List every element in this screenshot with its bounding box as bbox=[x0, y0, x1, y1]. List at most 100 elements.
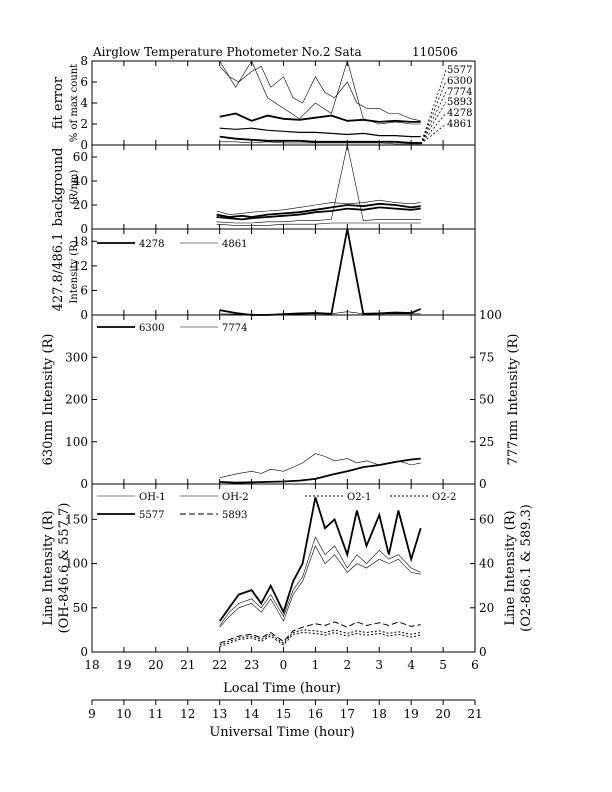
series-line-red-lines-6300 bbox=[219, 457, 421, 484]
y-right-tick-label: 0 bbox=[479, 477, 487, 491]
y-tick-label: 60 bbox=[73, 150, 88, 164]
end-label-leader bbox=[420, 112, 447, 145]
series-line-blue-lines-4278 bbox=[219, 228, 422, 316]
end-label-6300: 6300 bbox=[447, 76, 472, 87]
universal-time-tick-label: 17 bbox=[340, 707, 355, 721]
local-time-tick-label: 18 bbox=[84, 658, 99, 672]
local-time-tick-label: 21 bbox=[180, 658, 195, 672]
end-label-5893: 5893 bbox=[447, 97, 472, 108]
legend-o21-label: O2-1 bbox=[347, 492, 371, 503]
series-line-line-intensity-5893 bbox=[219, 621, 421, 644]
universal-time-axis-label: Universal Time (hour) bbox=[209, 725, 354, 740]
y-right-axis-sublabel: (O2-866.1 & 589.3) bbox=[519, 504, 534, 632]
legend-5893-label: 5893 bbox=[222, 510, 247, 521]
y-tick-label: 0 bbox=[80, 308, 88, 322]
y-right-tick-label: 40 bbox=[479, 557, 494, 571]
series-line-background-2 bbox=[216, 199, 421, 215]
series-line-fit-error-6300 bbox=[219, 65, 421, 122]
end-label-leader bbox=[420, 123, 447, 145]
universal-time-tick-label: 14 bbox=[244, 707, 260, 721]
series-line-background-3 bbox=[216, 144, 421, 224]
local-time-tick-label: 3 bbox=[375, 658, 383, 672]
y-tick-label: 12 bbox=[73, 259, 88, 273]
universal-time-tick-label: 18 bbox=[372, 707, 387, 721]
y-tick-label: 0 bbox=[80, 477, 88, 491]
y-right-tick-label: 0 bbox=[479, 645, 487, 659]
end-label-leader bbox=[420, 101, 447, 145]
y-tick-label: 6 bbox=[80, 75, 88, 89]
end-label-4278: 4278 bbox=[447, 108, 472, 119]
series-line-fit-error-5577 bbox=[219, 112, 421, 123]
legend-7774-label: 7774 bbox=[222, 323, 247, 334]
series-line-fit-error-4861 bbox=[219, 141, 421, 145]
series-line-background-1 bbox=[216, 206, 421, 221]
universal-time-tick-label: 20 bbox=[435, 707, 450, 721]
legend-5577-label: 5577 bbox=[139, 510, 164, 521]
y-axis-label: background bbox=[51, 148, 66, 227]
series-line-line-intensity-O2-2 bbox=[219, 631, 421, 648]
end-label-leader bbox=[420, 80, 447, 145]
legend-6300-label: 6300 bbox=[139, 323, 164, 334]
legend-oh1-label: OH-1 bbox=[139, 492, 166, 503]
y-axis-sublabel: (OH-846.6 & 557.7) bbox=[57, 503, 72, 634]
y-tick-label: 6 bbox=[80, 283, 88, 297]
local-time-tick-label: 1 bbox=[312, 658, 320, 672]
panel-frame-fit-error bbox=[91, 60, 476, 146]
y-tick-label: 4 bbox=[80, 96, 88, 110]
series-line-line-intensity-OH-2 bbox=[219, 545, 421, 628]
series-line-fit-error-7774 bbox=[219, 59, 421, 125]
y-right-axis-label: Line Intensity (R) bbox=[503, 510, 518, 625]
series-line-red-lines-7774 bbox=[219, 453, 421, 478]
series-line-line-intensity-5577 bbox=[218, 497, 422, 622]
local-time-tick-label: 22 bbox=[212, 658, 227, 672]
universal-time-tick-label: 9 bbox=[88, 707, 96, 721]
end-label-7774: 7774 bbox=[447, 87, 472, 98]
y-right-tick-label: 60 bbox=[479, 512, 494, 526]
universal-time-tick-label: 13 bbox=[212, 707, 227, 721]
universal-time-tick-label: 10 bbox=[116, 707, 131, 721]
y-axis-label: Line Intensity (R) bbox=[41, 510, 56, 625]
end-label-leader bbox=[420, 91, 447, 145]
y-right-tick-label: 25 bbox=[479, 435, 494, 449]
y-tick-label: 20 bbox=[73, 198, 88, 212]
series-line-line-intensity-O2-1 bbox=[219, 629, 421, 646]
y-right-tick-label: 75 bbox=[479, 350, 494, 364]
universal-time-tick-label: 11 bbox=[148, 707, 163, 721]
local-time-tick-label: 0 bbox=[280, 658, 288, 672]
y-tick-label: 300 bbox=[65, 350, 88, 364]
legend-4861-label: 4861 bbox=[222, 239, 247, 250]
end-label-leader bbox=[420, 69, 447, 145]
y-tick-label: 100 bbox=[65, 557, 88, 571]
y-axis-label: 427.8/486.1 bbox=[51, 233, 66, 312]
universal-time-tick-label: 19 bbox=[404, 707, 419, 721]
y-tick-label: 0 bbox=[80, 222, 88, 236]
y-tick-label: 2 bbox=[80, 117, 88, 131]
y-tick-label: 100 bbox=[65, 435, 88, 449]
y-tick-label: 50 bbox=[73, 601, 88, 615]
local-time-tick-label: 5 bbox=[439, 658, 447, 672]
universal-time-tick-label: 16 bbox=[308, 707, 323, 721]
y-axis-label: fit error bbox=[51, 76, 66, 129]
y-axis-sublabel: % of max count bbox=[69, 64, 80, 142]
legend-o22-label: O2-2 bbox=[432, 492, 456, 503]
y-axis-sublabel: (R/nm) bbox=[69, 170, 80, 205]
y-right-tick-label: 20 bbox=[479, 601, 494, 615]
local-time-tick-label: 19 bbox=[116, 658, 131, 672]
y-tick-label: 18 bbox=[73, 234, 88, 248]
universal-time-tick-label: 12 bbox=[180, 707, 195, 721]
y-axis-label: 630nm Intensity (R) bbox=[41, 334, 56, 466]
end-label-5577: 5577 bbox=[447, 65, 472, 76]
legend-oh2-label: OH-2 bbox=[222, 492, 249, 503]
series-line-background-0 bbox=[216, 202, 421, 218]
universal-time-tick-label: 15 bbox=[276, 707, 291, 721]
y-tick-label: 150 bbox=[65, 512, 88, 526]
y-tick-label: 8 bbox=[80, 54, 88, 68]
figure-title: Airglow Temperature Photometer No.2 Sata bbox=[92, 45, 362, 59]
series-line-fit-error-5893 bbox=[219, 127, 421, 138]
series-line-blue-lines-4861 bbox=[219, 311, 421, 315]
local-time-tick-label: 2 bbox=[344, 658, 352, 672]
figure-date: 110506 bbox=[412, 45, 458, 59]
y-right-axis-label: 777nm Intensity (R) bbox=[506, 334, 521, 466]
